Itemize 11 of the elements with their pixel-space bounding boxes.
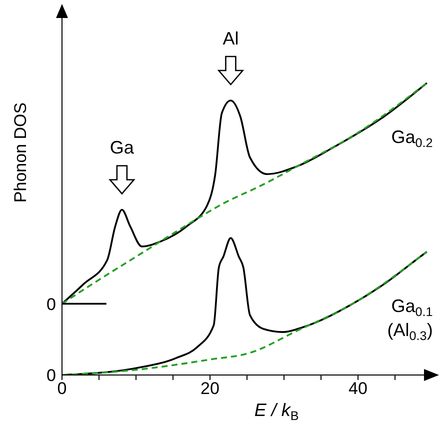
x-axis-title: E / k$_{B}$	[254, 400, 299, 423]
series-label: Ga$_{0.1}$ (Al$_{0.3}$)	[387, 296, 433, 343]
series-label: Ga$_{0.2}$	[391, 127, 433, 150]
annotation: 0	[46, 366, 56, 385]
annotation: Ga	[110, 138, 135, 158]
x-tick-label: 20	[200, 379, 220, 398]
annotation: 0	[46, 294, 56, 314]
x-tick-label: 40	[348, 379, 368, 398]
y-axis-title: Phonon DOS	[11, 102, 30, 203]
annotation: Al	[222, 28, 239, 49]
x-tick-label: 0	[57, 379, 67, 398]
